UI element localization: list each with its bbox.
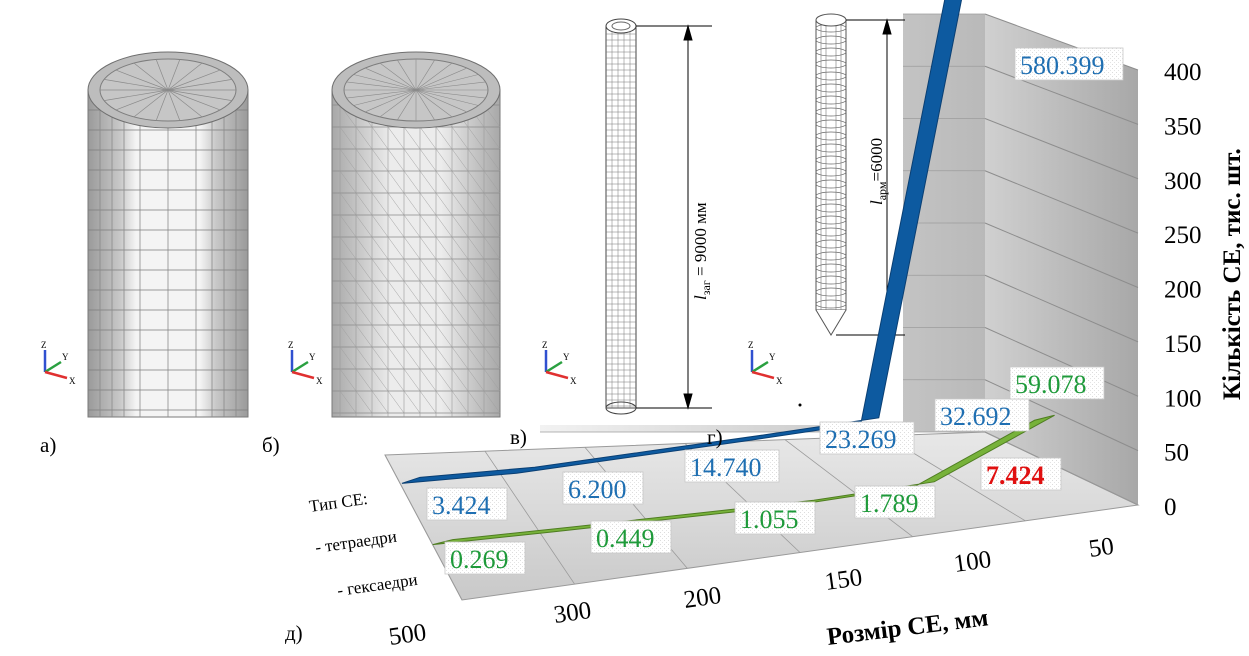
svg-text:Y: Y [563, 352, 570, 362]
y-axis-title: Кількість СЕ, тис. шт. [1219, 148, 1246, 400]
y-axis-ticks: 0 50 100 150 200 250 300 350 400 [1164, 59, 1202, 521]
dot-mark [799, 404, 802, 407]
y-tick-label: 150 [1164, 331, 1202, 358]
svg-text:1.789: 1.789 [860, 489, 919, 518]
svg-text:59.078: 59.078 [1015, 370, 1087, 399]
y-tick-label: 50 [1164, 440, 1189, 467]
legend-title: Тип СЕ: [308, 489, 369, 516]
x-tick-label: 200 [682, 582, 723, 614]
x-tick-label: 100 [952, 546, 993, 578]
svg-text:X: X [776, 376, 783, 386]
svg-text:Y: Y [62, 352, 69, 362]
svg-text:6.200: 6.200 [568, 475, 627, 504]
panel-label-a: а) [40, 433, 56, 457]
data-label: 580.399 [1015, 48, 1123, 80]
x-axis-title: Розмір СЕ, мм [825, 604, 989, 651]
data-label: 7.424 [981, 458, 1061, 490]
y-tick-label: 100 [1164, 385, 1202, 412]
data-label: 0.269 [445, 542, 525, 574]
svg-text:3.424: 3.424 [432, 491, 491, 520]
svg-text:0.269: 0.269 [450, 545, 509, 574]
data-label: 1.055 [735, 502, 815, 534]
svg-text:7.424: 7.424 [986, 461, 1045, 490]
svg-text:0.449: 0.449 [596, 524, 655, 553]
x-tick-label: 50 [1087, 533, 1116, 563]
svg-text:Z: Z [41, 340, 47, 350]
data-label: 0.449 [591, 521, 671, 553]
data-label: 3.424 [427, 488, 507, 520]
x-tick-label: 500 [387, 619, 428, 651]
svg-text:Y: Y [309, 352, 316, 362]
data-label: 6.200 [563, 472, 643, 504]
cylinder-hex-mesh [88, 52, 248, 417]
legend-tetra: - тетраедри [314, 527, 398, 557]
svg-text:Z: Z [288, 340, 294, 350]
panel-label-g: г) [707, 425, 723, 449]
panel-label-v: в) [510, 425, 527, 449]
y-tick-label: 400 [1164, 59, 1202, 86]
y-tick-label: 0 [1164, 494, 1177, 521]
svg-text:14.740: 14.740 [690, 453, 762, 482]
panel-vg-bg [538, 10, 903, 425]
panel-label-d: д) [285, 621, 303, 645]
data-label: 23.269 [820, 422, 914, 454]
svg-text:Y: Y [769, 352, 776, 362]
y-tick-label: 200 [1164, 277, 1202, 304]
pile-model [606, 19, 636, 414]
panel-label-b: б) [262, 433, 280, 457]
y-tick-label: 350 [1164, 113, 1202, 140]
svg-text:Z: Z [542, 340, 548, 350]
data-label: 32.692 [935, 399, 1029, 431]
svg-text:580.399: 580.399 [1020, 51, 1105, 80]
data-label: 59.078 [1010, 367, 1104, 399]
svg-text:1.055: 1.055 [740, 505, 799, 534]
legend-hexa: - гексаедри [336, 570, 419, 600]
svg-text:32.692: 32.692 [940, 402, 1012, 431]
y-tick-label: 250 [1164, 222, 1202, 249]
data-label: 1.789 [855, 486, 935, 518]
y-tick-label: 300 [1164, 168, 1202, 195]
svg-text:Z: Z [748, 340, 754, 350]
x-tick-label: 300 [552, 597, 593, 629]
legend: Тип СЕ: - тетраедри - гексаедри [308, 489, 419, 600]
svg-text:X: X [316, 376, 323, 386]
cylinder-tetra-mesh [332, 52, 500, 417]
svg-text:X: X [69, 376, 76, 386]
svg-text:X: X [570, 376, 577, 386]
rebar-cage-model [816, 14, 846, 335]
svg-text:23.269: 23.269 [825, 425, 897, 454]
x-tick-label: 150 [823, 564, 864, 596]
data-label: 14.740 [685, 450, 779, 482]
